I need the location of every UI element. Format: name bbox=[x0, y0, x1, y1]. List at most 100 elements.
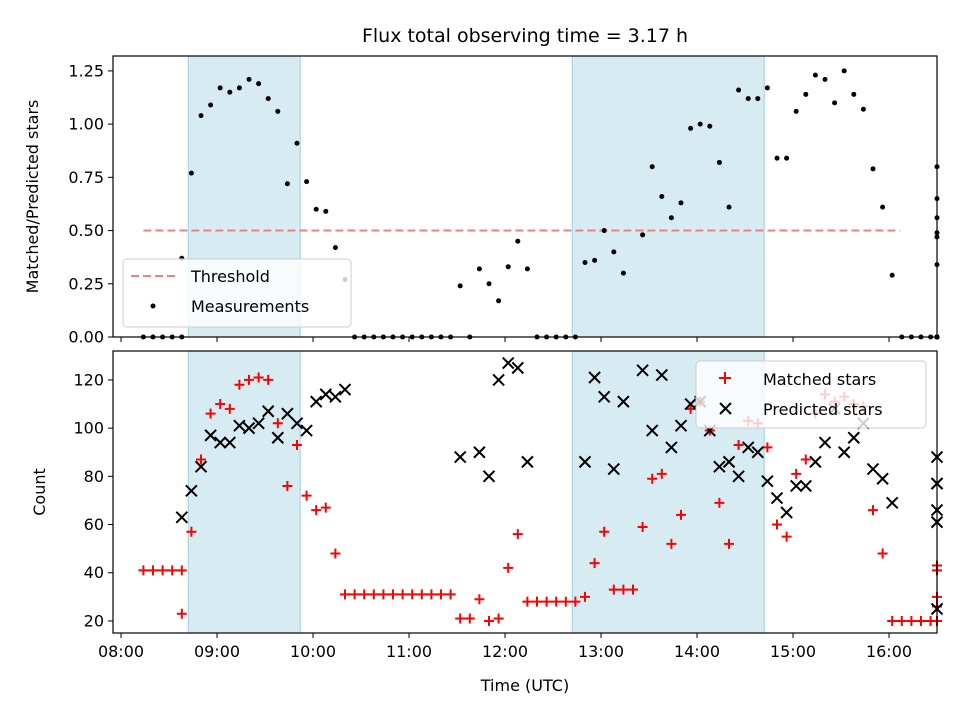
predicted-star-point bbox=[818, 436, 832, 449]
measurement-point bbox=[476, 266, 482, 272]
measurement-point bbox=[515, 238, 521, 244]
matched-star-point bbox=[301, 490, 312, 501]
measurement-point bbox=[294, 140, 300, 146]
measurement-point bbox=[860, 106, 866, 112]
measurement-point bbox=[323, 208, 329, 214]
matched-star-point bbox=[522, 596, 533, 607]
matched-star-point bbox=[560, 596, 571, 607]
measurement-point bbox=[227, 89, 233, 95]
measurement-point bbox=[601, 228, 607, 234]
y-tick-label: 0.00 bbox=[68, 328, 104, 347]
x-tick-label: 12:00 bbox=[482, 642, 528, 661]
predicted-star-point bbox=[252, 417, 265, 430]
measurement-point bbox=[198, 113, 204, 119]
matched-star-point bbox=[781, 531, 792, 542]
matched-star-point bbox=[455, 613, 466, 624]
predicted-star-point bbox=[319, 388, 333, 401]
matched-star-point bbox=[416, 589, 427, 600]
x-tick-label: 11:00 bbox=[386, 642, 432, 661]
predicted-star-point bbox=[645, 424, 659, 437]
matched-star-point bbox=[570, 596, 581, 607]
legend-matched-swatch bbox=[719, 372, 731, 384]
matched-star-point bbox=[685, 403, 696, 414]
predicted-star-point bbox=[194, 460, 208, 473]
ratio-panel-y-ticks: 0.00 0.25 0.50 0.75 1.00 1.25 bbox=[68, 61, 113, 347]
predicted-star-point bbox=[492, 373, 505, 387]
matched-star-point bbox=[608, 584, 619, 595]
x-axis-label: Time (UTC) bbox=[480, 676, 569, 695]
matched-star-point bbox=[205, 408, 216, 419]
measurement-point bbox=[496, 298, 502, 304]
measurement-point bbox=[851, 91, 857, 97]
legend-measurements-swatch bbox=[150, 303, 156, 309]
matched-star-point bbox=[436, 589, 446, 600]
matched-star-point bbox=[292, 440, 302, 450]
matched-star-point bbox=[368, 589, 379, 600]
matched-star-point bbox=[493, 613, 504, 624]
predicted-star-point bbox=[761, 474, 774, 488]
matched-star-point bbox=[580, 591, 590, 602]
matched-star-point bbox=[157, 565, 168, 576]
measurement-point bbox=[870, 166, 876, 172]
matched-star-point bbox=[887, 615, 898, 626]
matched-star-point bbox=[167, 565, 178, 576]
y-tick-label: 120 bbox=[73, 370, 104, 389]
matched-star-point bbox=[282, 480, 293, 491]
y-tick-label: 1.00 bbox=[68, 115, 104, 134]
matched-star-point bbox=[196, 454, 206, 465]
x-tick-label: 16:00 bbox=[866, 642, 912, 661]
predicted-star-point bbox=[665, 441, 678, 454]
predicted-star-point bbox=[607, 462, 621, 476]
y-tick-label: 100 bbox=[73, 419, 104, 438]
x-tick-label: 14:00 bbox=[674, 642, 720, 661]
matched-star-point bbox=[263, 374, 274, 385]
predicted-star-point bbox=[770, 491, 784, 505]
predicted-star-point bbox=[636, 364, 649, 377]
matched-star-point bbox=[359, 589, 370, 600]
matched-star-point bbox=[349, 589, 360, 600]
predicted-star-point bbox=[617, 395, 630, 408]
predicted-star-point bbox=[713, 460, 726, 473]
measurement-point bbox=[678, 200, 684, 206]
matched-star-point bbox=[397, 589, 408, 600]
measurement-point bbox=[256, 81, 262, 87]
matched-star-point bbox=[589, 558, 600, 569]
measurement-points bbox=[140, 68, 940, 340]
matched-star-point bbox=[916, 615, 926, 626]
measurement-point bbox=[889, 272, 895, 278]
predicted-star-point bbox=[655, 368, 669, 382]
ratio-panel: 0.00 0.25 0.50 0.75 1.00 1.25 Matched/Predict… bbox=[23, 55, 940, 347]
matched-star-point bbox=[234, 379, 245, 390]
matched-star-point bbox=[378, 589, 389, 600]
predicted-star-point bbox=[281, 407, 294, 420]
measurement-point bbox=[620, 270, 626, 276]
measurement-point bbox=[812, 72, 818, 78]
measurement-point bbox=[236, 85, 242, 91]
matched-star-point bbox=[426, 589, 437, 600]
matched-star-point bbox=[474, 594, 485, 605]
measurement-point bbox=[611, 249, 617, 255]
measurement-point bbox=[524, 266, 530, 272]
predicted-star-point bbox=[482, 470, 496, 483]
ratio-panel-y-axis-label: Matched/Predicted stars bbox=[23, 100, 42, 294]
count-panel: 08:00 09:00 10:00 11:00 12:00 13:00 14:00 15:00… bbox=[30, 350, 944, 661]
measurement-point bbox=[640, 232, 646, 238]
matched-star-point bbox=[388, 589, 398, 600]
y-tick-label: 20 bbox=[84, 611, 104, 630]
predicted-star-point bbox=[674, 419, 688, 432]
measurement-point bbox=[659, 194, 665, 199]
matched-star-point bbox=[215, 399, 226, 410]
matched-star-point bbox=[877, 548, 888, 559]
matched-star-point bbox=[176, 608, 187, 619]
measurement-point bbox=[688, 125, 694, 131]
predicted-star-point bbox=[578, 455, 592, 469]
x-tick-label: 15:00 bbox=[770, 642, 816, 661]
predicted-star-point bbox=[233, 419, 246, 432]
measurement-point bbox=[188, 170, 194, 176]
predicted-star-point bbox=[329, 390, 342, 404]
matched-star-point bbox=[503, 562, 514, 573]
measurement-point bbox=[592, 257, 598, 263]
predicted-star-point bbox=[866, 462, 880, 476]
